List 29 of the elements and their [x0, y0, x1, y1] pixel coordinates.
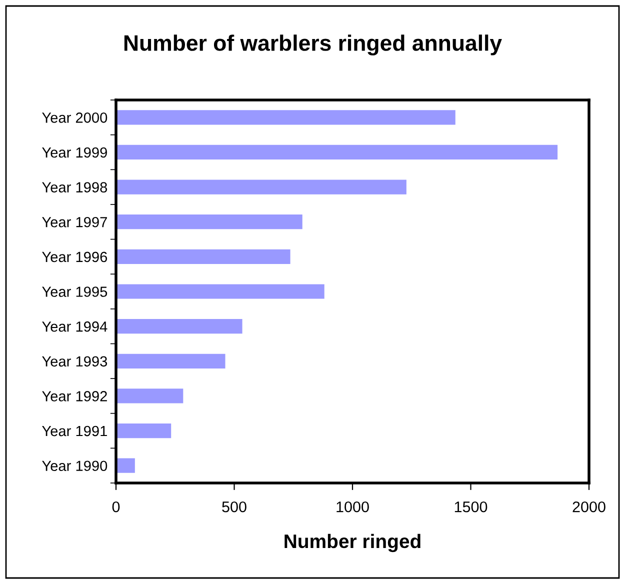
- y-tick-label: Year 1992: [42, 391, 107, 402]
- bar: [116, 144, 558, 160]
- x-tick-label: 0: [112, 501, 120, 512]
- bar: [116, 214, 302, 230]
- x-tick-label: 1500: [454, 501, 488, 512]
- y-tick-label: Year 1998: [42, 182, 108, 192]
- bar: [116, 180, 406, 194]
- y-tick-label: Year 1995: [42, 286, 108, 297]
- bar: [116, 319, 242, 334]
- y-tick-label: Year 1999: [42, 147, 107, 158]
- y-tick-label: Year 2000: [42, 112, 108, 123]
- y-tick-label: Year 1994: [42, 321, 108, 332]
- x-tick-label: 500: [222, 501, 246, 512]
- x-tick-label: 2000: [572, 501, 606, 512]
- y-tick-label: Year 1997: [42, 216, 107, 228]
- y-tick-label: Year 1993: [42, 356, 108, 367]
- bar: [116, 354, 226, 368]
- y-tick-label: Year 1996: [42, 252, 108, 262]
- bar: [116, 249, 290, 264]
- chart-title: Number of warblers ringed annually: [124, 34, 502, 56]
- bar: [116, 388, 184, 404]
- x-tick-label: 1000: [336, 501, 369, 512]
- y-tick-label: Year 1990: [42, 460, 108, 472]
- x-axis-title: Number ringed: [284, 534, 420, 552]
- bar: [116, 284, 324, 299]
- y-tick-label: Year 1991: [42, 426, 107, 436]
- bar: [116, 110, 456, 125]
- bar: [116, 458, 135, 473]
- bar: [116, 423, 172, 438]
